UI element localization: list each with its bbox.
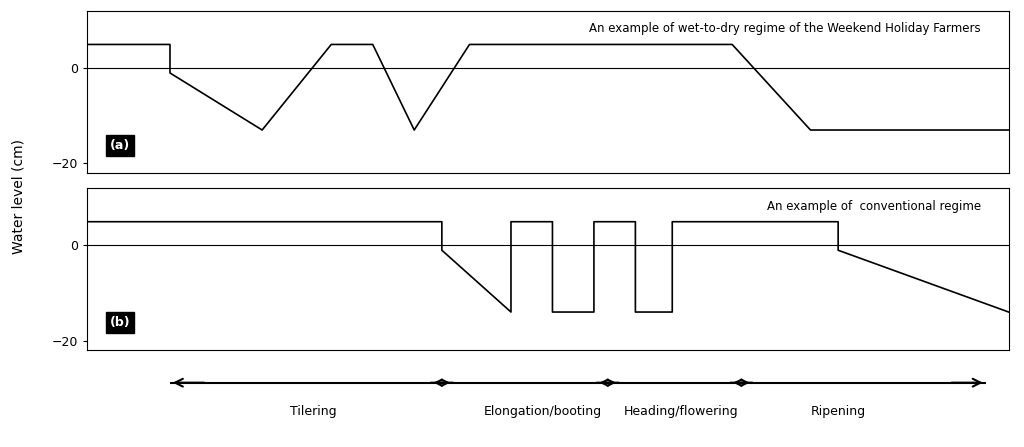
Text: (b): (b): [111, 316, 131, 329]
Text: (a): (a): [111, 139, 130, 152]
Text: Elongation/booting: Elongation/booting: [484, 405, 602, 418]
Text: Water level (cm): Water level (cm): [11, 139, 26, 254]
Text: Heading/flowering: Heading/flowering: [625, 405, 738, 418]
Text: Tilering: Tilering: [290, 405, 336, 418]
Text: An example of  conventional regime: An example of conventional regime: [767, 200, 981, 213]
Text: Ripening: Ripening: [811, 405, 865, 418]
Text: An example of wet-to-dry regime of the Weekend Holiday Farmers: An example of wet-to-dry regime of the W…: [590, 22, 981, 35]
